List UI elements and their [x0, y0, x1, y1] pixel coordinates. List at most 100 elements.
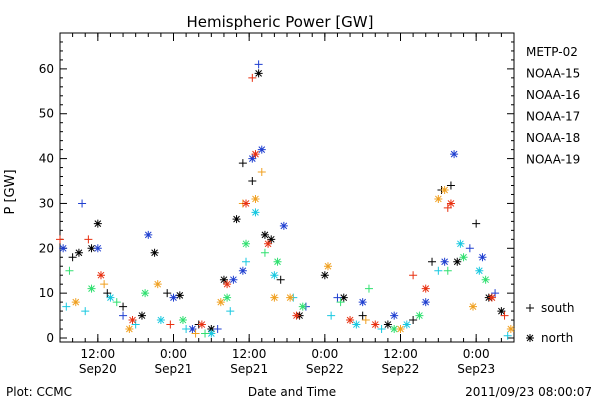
data-point-south [68, 253, 77, 262]
x-tick-label-time: 0:00 [311, 347, 338, 361]
data-point-south [62, 302, 71, 311]
data-point-north [137, 311, 146, 320]
chart-title: Hemispheric Power [GW] [187, 13, 374, 31]
data-point-south [500, 311, 509, 320]
data-point-south [112, 298, 121, 307]
y-tick-label: 60 [39, 62, 54, 76]
data-point-north [96, 271, 105, 280]
data-point-north [446, 199, 455, 208]
x-axis: 12:00Sep200:00Sep2112:00Sep210:00Sep2212… [59, 33, 515, 376]
data-point-north [128, 316, 137, 325]
data-point-south [103, 289, 112, 298]
data-point-south [131, 320, 140, 329]
plot-credit: Plot: CCMC [6, 385, 72, 399]
data-point-north [323, 262, 332, 271]
x-axis-label: Date and Time [248, 385, 336, 399]
data-point-south [465, 244, 474, 253]
data-point-north [156, 316, 165, 325]
data-point-north [352, 320, 361, 329]
data-point-north [257, 145, 266, 154]
data-point-north [396, 325, 405, 334]
data-point-north [497, 307, 506, 316]
data-point-north [216, 298, 225, 307]
data-point-south [434, 266, 443, 275]
data-point-north [320, 271, 329, 280]
y-tick-label: 30 [39, 196, 54, 210]
data-points [56, 60, 515, 340]
data-point-south [358, 311, 367, 320]
data-point-south [65, 266, 74, 275]
data-point-south [257, 168, 266, 177]
data-point-north [251, 194, 260, 203]
x-tick-label-time: 0:00 [160, 347, 187, 361]
data-point-north [390, 325, 399, 334]
data-point-north [421, 298, 430, 307]
x-tick-label-date: Sep23 [457, 362, 495, 376]
data-point-north [175, 291, 184, 300]
data-point-north [267, 235, 276, 244]
data-point-south [191, 329, 200, 338]
legend-entry: NOAA-17 [526, 110, 580, 124]
data-point-north [273, 257, 282, 266]
data-point-south [201, 329, 210, 338]
data-point-north [270, 271, 279, 280]
data-point-north [251, 208, 260, 217]
data-point-north [506, 325, 515, 334]
data-point-north [229, 275, 238, 284]
data-point-north [415, 311, 424, 320]
marker-legend-plus-icon [526, 304, 534, 312]
data-point-north [144, 230, 153, 239]
data-point-south [166, 320, 175, 329]
data-point-south [327, 311, 336, 320]
data-point-south [84, 235, 93, 244]
data-point-north [475, 266, 484, 275]
data-point-south [119, 302, 128, 311]
data-point-south [56, 235, 64, 244]
data-point-south [242, 257, 251, 266]
data-point-south [364, 284, 373, 293]
data-point-south [503, 331, 512, 340]
data-point-north [264, 239, 273, 248]
data-point-north [421, 284, 430, 293]
legend-entry: NOAA-18 [526, 131, 580, 145]
data-point-north [219, 275, 228, 284]
y-tick-label: 40 [39, 152, 54, 166]
data-point-north [125, 325, 134, 334]
data-point-south [100, 280, 109, 289]
data-point-north [242, 199, 251, 208]
x-tick-label-date: Sep20 [79, 362, 117, 376]
plot-area [59, 32, 515, 343]
x-tick-label-time: 12:00 [383, 347, 418, 361]
data-point-north [87, 284, 96, 293]
data-point-north [270, 293, 279, 302]
data-point-north [254, 69, 263, 78]
legend: METP-02 NOAA-15 NOAA-16 NOAA-17 NOAA-18 NOAA-… [526, 45, 580, 167]
data-point-north [383, 320, 392, 329]
data-point-south [333, 293, 342, 302]
data-point-north [93, 244, 102, 253]
data-point-south [472, 219, 481, 228]
data-point-south [443, 266, 452, 275]
marker-legend: south north [526, 301, 575, 345]
data-point-north [456, 239, 465, 248]
data-point-south [377, 325, 386, 334]
data-point-north [232, 215, 241, 224]
data-point-south [226, 307, 235, 316]
data-point-south [238, 159, 247, 168]
data-point-north [207, 329, 216, 338]
data-point-north [440, 185, 449, 194]
data-point-south [409, 271, 418, 280]
y-tick-label: 10 [39, 286, 54, 300]
data-point-south [81, 307, 90, 316]
data-point-north [434, 194, 443, 203]
data-point-north [153, 280, 162, 289]
data-point-north [487, 293, 496, 302]
data-point-north [358, 298, 367, 307]
plot-frame [59, 32, 515, 343]
x-tick-label-time: 12:00 [232, 347, 267, 361]
data-point-north [223, 293, 232, 302]
plot-timestamp: 2011/09/23 08:00:07 [465, 385, 592, 399]
marker-legend-label: south [541, 301, 575, 315]
data-point-north [169, 293, 178, 302]
data-point-north [260, 230, 269, 239]
